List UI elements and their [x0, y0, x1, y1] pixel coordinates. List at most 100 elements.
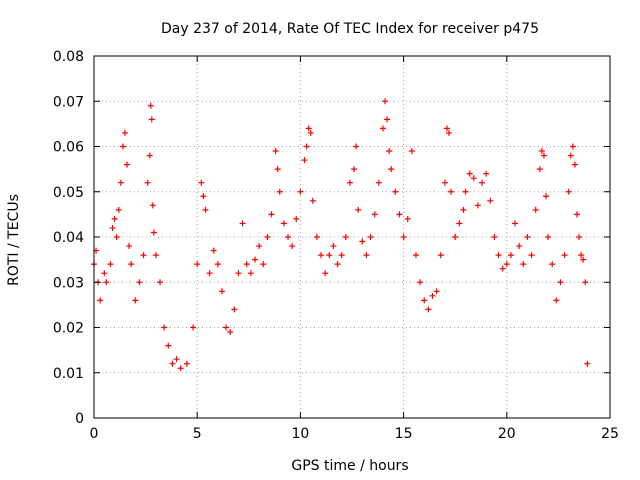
- data-point: [538, 148, 545, 155]
- data-point: [146, 152, 153, 159]
- data-point: [218, 288, 225, 295]
- scatter-points: [91, 98, 591, 372]
- data-point: [256, 243, 263, 250]
- data-point: [346, 179, 353, 186]
- data-point: [516, 243, 523, 250]
- data-point: [512, 220, 519, 227]
- data-point: [157, 279, 164, 286]
- y-tick-label: 0: [75, 411, 84, 427]
- data-point: [313, 234, 320, 240]
- data-point: [456, 220, 463, 227]
- data-point: [528, 252, 535, 259]
- data-point: [285, 234, 292, 240]
- data-point: [342, 234, 349, 240]
- x-tick-label: 10: [291, 426, 309, 442]
- data-point: [152, 252, 159, 259]
- data-point: [268, 211, 275, 218]
- data-point: [128, 261, 135, 268]
- data-point: [231, 306, 238, 313]
- data-point: [251, 256, 258, 263]
- data-point: [491, 234, 498, 240]
- data-point: [293, 215, 300, 222]
- data-point: [565, 188, 572, 195]
- data-point: [126, 243, 133, 250]
- data-point: [165, 342, 172, 349]
- data-point: [441, 179, 448, 186]
- data-point: [443, 125, 450, 132]
- data-point: [487, 197, 494, 204]
- data-point: [466, 170, 473, 177]
- data-point: [379, 125, 386, 132]
- data-point: [305, 125, 312, 132]
- data-point: [540, 152, 547, 159]
- data-point: [460, 206, 467, 213]
- y-tick-label: 0.06: [53, 140, 84, 156]
- data-point: [483, 170, 490, 177]
- data-point: [148, 116, 155, 123]
- data-point: [124, 161, 131, 168]
- data-point: [132, 297, 139, 304]
- data-point: [549, 261, 556, 268]
- data-point: [425, 306, 432, 313]
- data-point: [396, 211, 403, 218]
- data-point: [260, 261, 267, 268]
- data-point: [470, 175, 477, 182]
- data-point: [297, 188, 304, 195]
- data-point: [334, 261, 341, 268]
- data-point: [161, 324, 168, 331]
- data-point: [289, 243, 296, 250]
- data-point: [301, 157, 308, 164]
- data-point: [433, 288, 440, 295]
- data-point: [448, 188, 455, 195]
- x-tick-label: 25: [601, 426, 619, 442]
- y-axis-label: ROTI / TECUs: [6, 194, 22, 286]
- data-point: [580, 256, 587, 263]
- y-tick-label: 0.02: [53, 321, 84, 337]
- axis-ticks: 0 5 10 15 20 25 0 0.01 0.02 0.03 0.04 0.05 0.06 0.07 0…: [53, 49, 619, 442]
- data-point: [303, 143, 310, 150]
- data-point: [557, 279, 564, 286]
- data-point: [375, 179, 382, 186]
- data-point: [355, 206, 362, 213]
- data-point: [177, 365, 184, 372]
- data-point: [97, 297, 104, 304]
- data-point: [169, 360, 176, 367]
- data-point: [386, 148, 393, 155]
- data-point: [408, 148, 415, 155]
- data-point: [119, 143, 126, 150]
- data-point: [371, 211, 378, 218]
- data-point: [446, 129, 453, 136]
- data-point: [144, 179, 151, 186]
- data-point: [578, 252, 585, 259]
- data-point: [503, 261, 510, 268]
- data-point: [584, 360, 591, 367]
- data-point: [117, 179, 124, 186]
- data-point: [101, 270, 108, 277]
- data-point: [206, 270, 213, 277]
- x-axis-label: GPS time / hours: [291, 458, 408, 474]
- data-point: [322, 270, 329, 277]
- data-point: [359, 238, 366, 245]
- data-point: [307, 129, 314, 136]
- data-point: [140, 252, 147, 259]
- x-tick-label: 15: [395, 426, 413, 442]
- data-point: [353, 143, 360, 150]
- data-point: [243, 261, 250, 268]
- data-point: [400, 234, 407, 240]
- data-point: [404, 215, 411, 222]
- data-point: [173, 356, 180, 363]
- data-point: [474, 202, 481, 209]
- data-point: [338, 252, 345, 259]
- x-tick-label: 5: [193, 426, 202, 442]
- data-point: [150, 229, 157, 236]
- data-point: [569, 143, 576, 150]
- data-point: [280, 220, 287, 227]
- data-point: [367, 234, 374, 240]
- data-point: [499, 265, 506, 272]
- y-tick-label: 0.01: [53, 366, 84, 382]
- data-point: [107, 261, 114, 268]
- data-point: [495, 252, 502, 259]
- data-point: [318, 252, 325, 259]
- x-tick-label: 20: [498, 426, 516, 442]
